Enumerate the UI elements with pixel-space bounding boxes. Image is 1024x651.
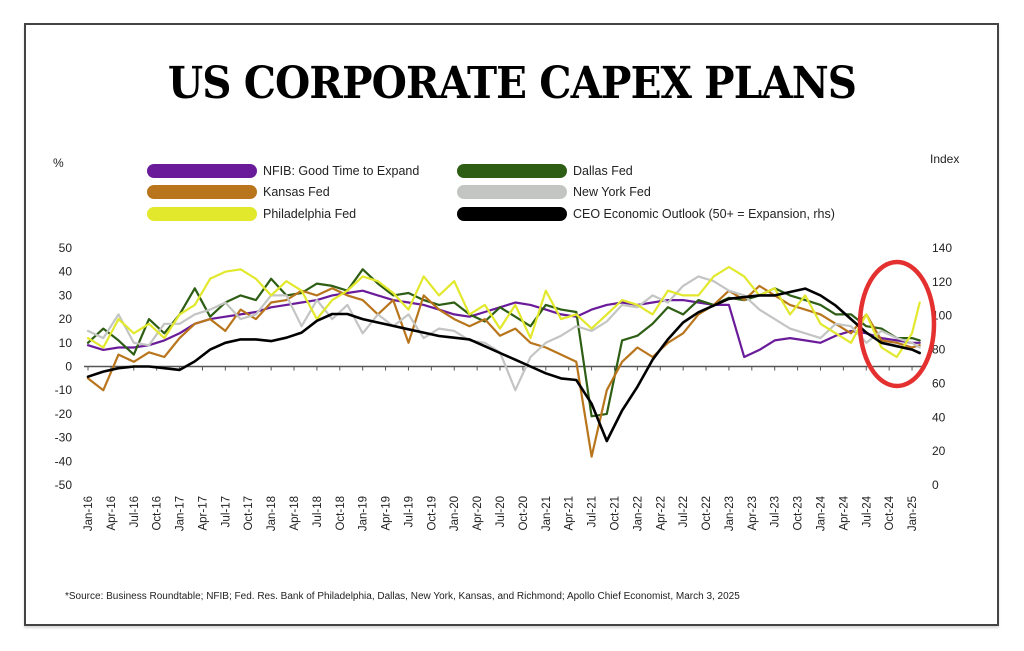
y-tick-label-right: 100 [932, 309, 952, 323]
x-tick-label: Oct-23 [793, 496, 805, 531]
right-axis-unit: Index [930, 152, 960, 166]
y-tick-label-left: -50 [55, 478, 73, 492]
x-tick-label: Jan-24 [815, 495, 827, 531]
legend-label: Kansas Fed [263, 185, 330, 199]
series-line-2 [86, 284, 921, 458]
y-tick-label-left: -40 [55, 454, 73, 468]
legend-swatch [457, 185, 567, 199]
x-tick-label: Jan-25 [907, 496, 919, 531]
y-tick-label-left: 20 [59, 312, 73, 326]
x-tick-label: Jul-23 [770, 496, 782, 527]
x-tick-label: Jan-18 [266, 496, 278, 531]
y-tick-label-right: 80 [932, 343, 946, 357]
legend-item: Kansas Fed [147, 185, 330, 199]
series-line-0 [86, 289, 921, 359]
x-tick-label: Jan-21 [541, 496, 553, 531]
x-tick-label: Jul-19 [403, 496, 415, 527]
x-tick-label: Oct-16 [152, 496, 164, 531]
legend-item: NFIB: Good Time to Expand [147, 164, 419, 178]
x-tick-label: Oct-24 [884, 495, 896, 530]
y-tick-label-right: 0 [932, 478, 939, 492]
legend-item: Dallas Fed [457, 164, 633, 178]
highlight-ellipse [857, 259, 937, 389]
legend-label: New York Fed [573, 185, 651, 199]
source-footnote: *Source: Business Roundtable; NFIB; Fed.… [65, 591, 740, 602]
y-tick-label-left: -20 [55, 407, 73, 421]
y-tick-label-right: 20 [932, 444, 946, 458]
x-tick-label: Apr-21 [564, 496, 576, 531]
x-tick-label: Jan-22 [632, 496, 644, 531]
x-tick-label: Oct-22 [701, 496, 713, 531]
left-axis-unit: % [53, 156, 64, 170]
x-tick-label: Jul-16 [129, 496, 141, 527]
legend-label: NFIB: Good Time to Expand [263, 164, 420, 178]
legend-item: Philadelphia Fed [147, 207, 356, 221]
legend-label: Dallas Fed [573, 164, 633, 178]
legend-swatch [457, 207, 567, 221]
x-tick-label: Oct-20 [518, 496, 530, 531]
x-tick-label: Jul-22 [678, 496, 690, 527]
x-tick-label: Oct-19 [426, 496, 438, 531]
x-tick-label: Apr-17 [197, 496, 209, 531]
x-tick-label: Apr-16 [106, 496, 118, 531]
series-line-4 [86, 265, 921, 359]
y-tick-label-left: 50 [59, 241, 73, 255]
legend-label: Philadelphia Fed [263, 207, 357, 221]
y-tick-label-right: 40 [932, 410, 946, 424]
x-tick-label: Oct-18 [335, 496, 347, 531]
legend-swatch [147, 164, 257, 178]
y-tick-label-left: -10 [55, 383, 73, 397]
series-line-3 [86, 275, 921, 392]
x-tick-label: Jan-20 [449, 496, 461, 531]
x-tick-label: Apr-22 [655, 496, 667, 531]
y-tick-label-left: 40 [59, 265, 73, 279]
x-tick-label: Jul-17 [220, 496, 232, 527]
x-tick-label: Apr-20 [472, 496, 484, 531]
x-tick-label: Oct-17 [243, 496, 255, 531]
legend-label: CEO Economic Outlook (50+ = Expansion, r… [573, 207, 835, 221]
y-tick-label-right: 140 [932, 241, 952, 255]
x-tick-label: Apr-19 [381, 496, 393, 531]
y-tick-label-right: 120 [932, 275, 952, 289]
x-tick-label: Apr-24 [838, 495, 850, 530]
y-tick-label-left: 0 [65, 360, 72, 374]
y-tick-label-left: 10 [59, 336, 73, 350]
x-tick-label: Jul-18 [312, 496, 324, 527]
x-tick-label: Oct-21 [609, 496, 621, 531]
series-line-1 [86, 268, 921, 418]
x-tick-label: Jul-20 [495, 496, 507, 527]
x-tick-label: Jan-17 [175, 496, 187, 531]
y-tick-label-right: 60 [932, 376, 946, 390]
legend-item: CEO Economic Outlook (50+ = Expansion, r… [457, 207, 835, 221]
legend-swatch [147, 207, 257, 221]
x-tick-label: Apr-23 [747, 496, 759, 531]
legend-item: New York Fed [457, 185, 651, 199]
y-tick-label-left: 30 [59, 288, 73, 302]
x-tick-label: Apr-18 [289, 496, 301, 531]
x-tick-label: Jan-19 [358, 496, 370, 531]
x-tick-label: Jul-21 [587, 496, 599, 527]
y-tick-label-left: -30 [55, 431, 73, 445]
x-tick-label: Jan-16 [83, 496, 95, 531]
legend-swatch [147, 185, 257, 199]
series-line-5 [86, 287, 922, 443]
x-tick-label: Jan-23 [724, 496, 736, 531]
x-tick-label: Jul-24 [861, 495, 873, 527]
legend-swatch [457, 164, 567, 178]
chart-title: US CORPORATE CAPEX PLANS [167, 58, 857, 109]
